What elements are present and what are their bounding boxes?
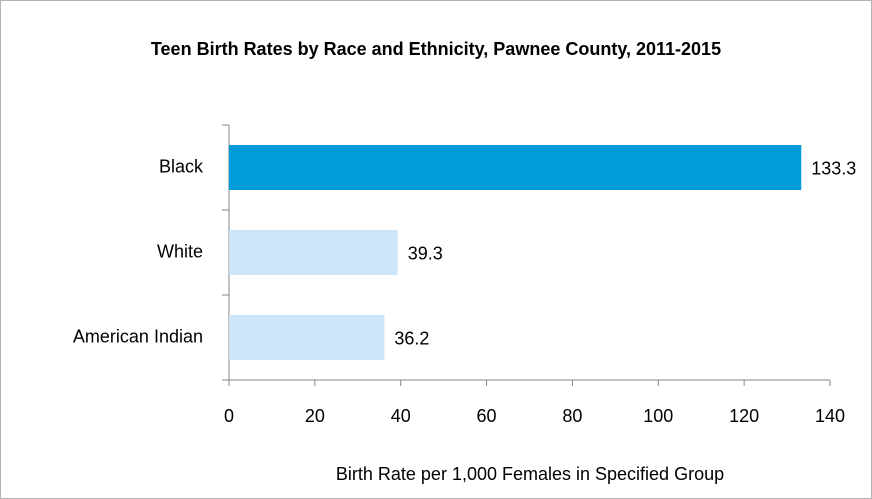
x-tick-label: 80 xyxy=(562,406,582,426)
x-tick-label: 0 xyxy=(224,406,234,426)
value-label: 39.3 xyxy=(408,243,443,263)
value-label: 133.3 xyxy=(811,158,856,178)
bar xyxy=(229,145,802,190)
x-tick-label: 140 xyxy=(815,406,845,426)
y-tick-label: White xyxy=(157,241,203,261)
bar xyxy=(229,230,398,275)
x-tick-label: 40 xyxy=(391,406,411,426)
x-axis-label: Birth Rate per 1,000 Females in Specifie… xyxy=(336,464,724,484)
y-tick-label: American Indian xyxy=(73,326,203,346)
bar xyxy=(229,315,385,360)
x-tick-label: 60 xyxy=(477,406,497,426)
value-label: 36.2 xyxy=(394,328,429,348)
y-tick-label: Black xyxy=(159,156,204,176)
chart-title: Teen Birth Rates by Race and Ethnicity, … xyxy=(150,39,722,59)
x-tick-label: 20 xyxy=(305,406,325,426)
x-tick-label: 100 xyxy=(643,406,673,426)
x-tick-label: 120 xyxy=(729,406,759,426)
